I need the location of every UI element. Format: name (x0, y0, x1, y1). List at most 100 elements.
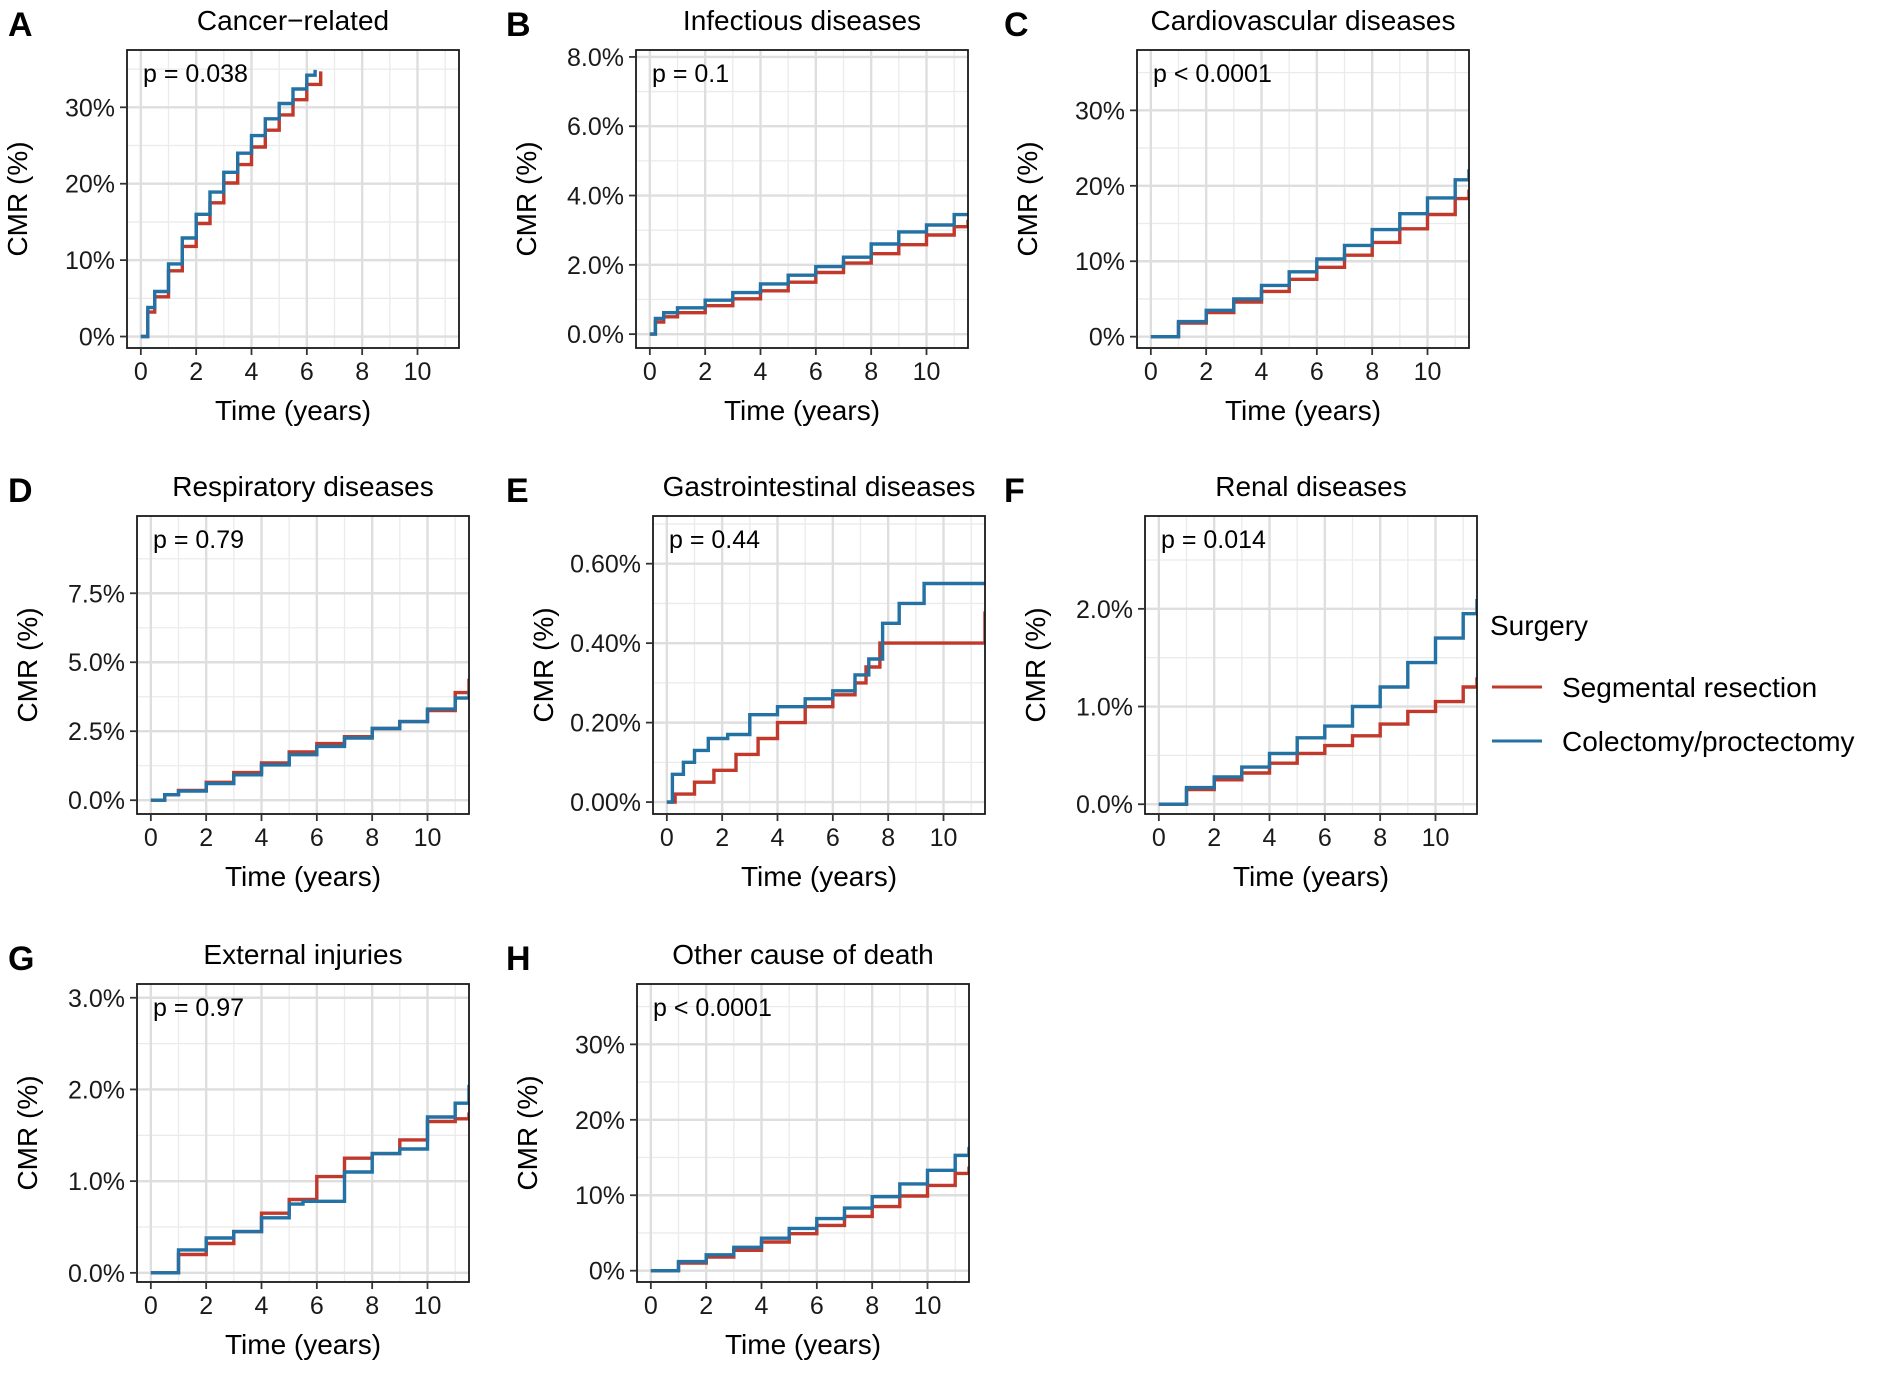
gridlines (137, 516, 469, 814)
gridlines (137, 984, 469, 1282)
x-tick-label: 0 (1152, 824, 1166, 852)
y-axis-title: CMR (%) (1012, 141, 1043, 256)
y-tick-label: 4.0% (567, 183, 624, 211)
x-tick-label: 0 (644, 1292, 658, 1320)
x-tick-label: 10 (414, 1292, 442, 1320)
panel-g: G External injuries p = 0.97 0 2 4 6 8 10 0.0% 1.0… (8, 939, 470, 1360)
x-tick-label: 6 (310, 824, 324, 852)
x-tick-label: 6 (310, 1292, 324, 1320)
plot-frame (136, 515, 470, 815)
gridlines (636, 50, 968, 348)
x-tick-label: 8 (365, 1292, 379, 1320)
x-tick-label: 4 (1263, 824, 1277, 852)
x-tick-label: 6 (1318, 824, 1332, 852)
panel-f: F Renal diseases p = 0.014 0 2 4 6 8 10 0.0% 1.0% 2… (1004, 471, 1478, 892)
series-line-colectomy (150, 1084, 469, 1275)
x-tick-label: 6 (810, 1292, 824, 1320)
y-tick-label: 0.00% (570, 789, 641, 817)
series-line-colectomy (1150, 169, 1469, 339)
gridlines (653, 516, 985, 814)
series-line-colectomy (650, 1147, 969, 1273)
panel-c: C Cardiovascular diseases p < 0.0001 0 2 4 6 8 1… (1004, 5, 1470, 426)
x-tick-label: 2 (199, 824, 213, 852)
y-tick-label: 20% (575, 1107, 625, 1135)
plot-frame (1136, 49, 1470, 349)
x-tick-label: 8 (881, 824, 895, 852)
x-tick-label: 10 (914, 1292, 942, 1320)
x-tick-label: 4 (255, 824, 269, 852)
y-tick-label: 2.0% (68, 1076, 125, 1104)
series-line-segmental (1150, 189, 1469, 339)
y-tick-label: 30% (1075, 97, 1125, 125)
y-tick-label: 2.0% (567, 252, 624, 280)
y-tick-label: 8.0% (567, 44, 624, 72)
panel-title: Cardiovascular diseases (1150, 5, 1455, 36)
y-axis-title: CMR (%) (12, 1075, 43, 1190)
x-tick-label: 8 (864, 358, 878, 386)
series-group (140, 69, 323, 339)
x-tick-label: 2 (698, 358, 712, 386)
p-value-label: p < 0.0001 (653, 994, 772, 1022)
x-tick-label: 10 (1414, 358, 1442, 386)
y-tick-label: 1.0% (68, 1168, 125, 1196)
gridlines (637, 984, 969, 1282)
x-tick-label: 0 (1144, 358, 1158, 386)
series-line-segmental (140, 71, 323, 339)
gridlines (1137, 50, 1469, 348)
x-tick-label: 2 (199, 1292, 213, 1320)
series-group (649, 212, 968, 336)
x-tick-label: 6 (300, 358, 314, 386)
y-tick-label: 10% (1075, 248, 1125, 276)
x-tick-label: 2 (699, 1292, 713, 1320)
x-tick-label: 6 (809, 358, 823, 386)
series-line-colectomy (666, 581, 985, 804)
plot-frame (635, 49, 969, 349)
x-tick-label: 2 (1199, 358, 1213, 386)
x-tick-label: 10 (404, 358, 432, 386)
x-tick-label: 4 (1255, 358, 1269, 386)
y-axis-title: CMR (%) (1020, 607, 1051, 722)
x-tick-label: 6 (826, 824, 840, 852)
y-tick-label: 0.20% (570, 710, 641, 738)
y-tick-label: 2.0% (1076, 596, 1133, 624)
series-line-segmental (1158, 677, 1477, 806)
x-tick-label: 4 (771, 824, 785, 852)
x-tick-label: 10 (913, 358, 941, 386)
y-axis-title: CMR (%) (528, 607, 559, 722)
legend-label-segmental: Segmental resection (1562, 672, 1817, 703)
y-tick-label: 1.0% (1076, 694, 1133, 722)
p-value-label: p = 0.1 (652, 60, 729, 88)
x-tick-label: 2 (1207, 824, 1221, 852)
x-tick-label: 8 (1365, 358, 1379, 386)
x-axis-title: Time (years) (724, 395, 880, 426)
plot-frame (636, 983, 970, 1283)
x-tick-label: 4 (754, 358, 768, 386)
y-axis-title: CMR (%) (12, 607, 43, 722)
x-tick-label: 0 (144, 1292, 158, 1320)
y-tick-label: 0.60% (570, 551, 641, 579)
y-tick-label: 3.0% (68, 985, 125, 1013)
series-group (1158, 599, 1477, 806)
y-tick-label: 10% (575, 1182, 625, 1210)
p-value-label: p < 0.0001 (1153, 60, 1272, 88)
x-tick-label: 8 (365, 824, 379, 852)
x-tick-label: 4 (255, 1292, 269, 1320)
series-group (150, 678, 469, 802)
panel-letter: E (506, 472, 529, 510)
y-tick-label: 0.0% (567, 321, 624, 349)
x-tick-label: 0 (144, 824, 158, 852)
y-axis-title: CMR (%) (512, 1075, 543, 1190)
plot-frame (136, 983, 470, 1283)
y-tick-label: 0% (589, 1258, 625, 1286)
y-tick-label: 6.0% (567, 113, 624, 141)
y-tick-label: 20% (65, 171, 115, 199)
y-tick-label: 0% (79, 324, 115, 352)
p-value-label: p = 0.97 (153, 994, 244, 1022)
x-axis-title: Time (years) (1225, 395, 1381, 426)
panel-h: H Other cause of death p < 0.0001 0 2 4 6 8 10 0%… (506, 939, 970, 1360)
legend-label-colectomy: Colectomy/proctectomy (1562, 726, 1855, 757)
series-group (1150, 169, 1469, 339)
y-tick-label: 2.5% (68, 718, 125, 746)
